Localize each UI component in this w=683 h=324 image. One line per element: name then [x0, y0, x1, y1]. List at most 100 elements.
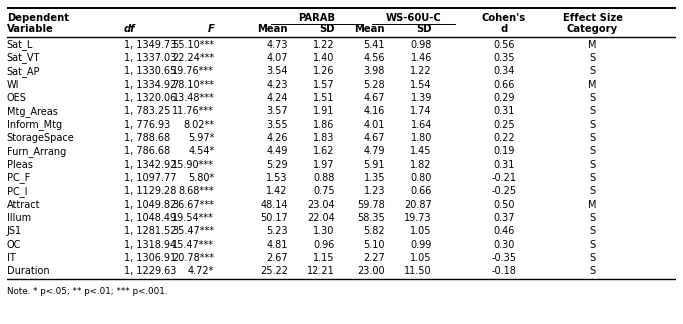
- Text: 1.45: 1.45: [410, 146, 432, 156]
- Text: 3.55: 3.55: [266, 120, 288, 130]
- Text: 1.83: 1.83: [313, 133, 335, 143]
- Text: S: S: [589, 240, 596, 250]
- Text: 0.29: 0.29: [493, 93, 514, 103]
- Text: 1.57: 1.57: [313, 80, 335, 90]
- Text: S: S: [589, 186, 596, 196]
- Text: PC_I: PC_I: [7, 186, 27, 197]
- Text: 1.30: 1.30: [313, 226, 335, 237]
- Text: 5.91: 5.91: [363, 160, 385, 170]
- Text: 0.46: 0.46: [493, 226, 514, 237]
- Text: 1.15: 1.15: [313, 253, 335, 263]
- Text: 1.64: 1.64: [410, 120, 432, 130]
- Text: -0.25: -0.25: [491, 186, 516, 196]
- Text: 1.80: 1.80: [410, 133, 432, 143]
- Text: Category: Category: [567, 24, 618, 34]
- Text: 0.80: 0.80: [410, 173, 432, 183]
- Text: 4.01: 4.01: [363, 120, 385, 130]
- Text: 1, 1229.63: 1, 1229.63: [124, 266, 176, 276]
- Text: 4.56: 4.56: [363, 53, 385, 63]
- Text: 78.10***: 78.10***: [172, 80, 214, 90]
- Text: 15.90***: 15.90***: [172, 160, 214, 170]
- Text: 1.91: 1.91: [313, 106, 335, 116]
- Text: WI: WI: [7, 80, 19, 90]
- Text: 3.98: 3.98: [363, 66, 385, 76]
- Text: 2.27: 2.27: [363, 253, 385, 263]
- Text: 4.16: 4.16: [363, 106, 385, 116]
- Text: 0.66: 0.66: [410, 186, 432, 196]
- Text: 35.47***: 35.47***: [172, 226, 214, 237]
- Text: 1.86: 1.86: [313, 120, 335, 130]
- Text: 1.22: 1.22: [313, 40, 335, 50]
- Text: 1.53: 1.53: [266, 173, 288, 183]
- Text: 19.76***: 19.76***: [172, 66, 214, 76]
- Text: 1.05: 1.05: [410, 253, 432, 263]
- Text: 50.17: 50.17: [260, 213, 288, 223]
- Text: S: S: [589, 266, 596, 276]
- Text: 4.79: 4.79: [363, 146, 385, 156]
- Text: 1, 1330.65: 1, 1330.65: [124, 66, 176, 76]
- Text: 3.54: 3.54: [266, 66, 288, 76]
- Text: 1.22: 1.22: [410, 66, 432, 76]
- Text: 5.97*: 5.97*: [188, 133, 214, 143]
- Text: Mean: Mean: [257, 24, 288, 34]
- Text: Note. * p<.05; ** p<.01; *** p<.001.: Note. * p<.05; ** p<.01; *** p<.001.: [7, 287, 167, 296]
- Text: 0.31: 0.31: [493, 106, 514, 116]
- Text: Variable: Variable: [7, 24, 53, 34]
- Text: 2.67: 2.67: [266, 253, 288, 263]
- Text: 0.96: 0.96: [313, 240, 335, 250]
- Text: M: M: [588, 40, 597, 50]
- Text: 1.51: 1.51: [313, 93, 335, 103]
- Text: 1.62: 1.62: [313, 146, 335, 156]
- Text: S: S: [589, 253, 596, 263]
- Text: 0.75: 0.75: [313, 186, 335, 196]
- Text: PC_F: PC_F: [7, 173, 30, 183]
- Text: 1.46: 1.46: [410, 53, 432, 63]
- Text: Attract: Attract: [7, 200, 40, 210]
- Text: d: d: [500, 24, 507, 34]
- Text: S: S: [589, 133, 596, 143]
- Text: OES: OES: [7, 93, 27, 103]
- Text: Sat_L: Sat_L: [7, 39, 33, 50]
- Text: 1.82: 1.82: [410, 160, 432, 170]
- Text: S: S: [589, 106, 596, 116]
- Text: 20.87: 20.87: [404, 200, 432, 210]
- Text: 4.24: 4.24: [266, 93, 288, 103]
- Text: Inform_Mtg: Inform_Mtg: [7, 119, 62, 130]
- Text: 22.24***: 22.24***: [172, 53, 214, 63]
- Text: -0.21: -0.21: [491, 173, 516, 183]
- Text: 1, 788.68: 1, 788.68: [124, 133, 170, 143]
- Text: Dependent: Dependent: [7, 13, 69, 23]
- Text: 0.98: 0.98: [410, 40, 432, 50]
- Text: WS-60U-C: WS-60U-C: [386, 13, 441, 23]
- Text: 1, 783.25: 1, 783.25: [124, 106, 170, 116]
- Text: 0.22: 0.22: [493, 133, 514, 143]
- Text: 1, 1129.28: 1, 1129.28: [124, 186, 176, 196]
- Text: 4.67: 4.67: [363, 93, 385, 103]
- Text: 8.68***: 8.68***: [179, 186, 214, 196]
- Text: 12.21: 12.21: [307, 266, 335, 276]
- Text: 1.54: 1.54: [410, 80, 432, 90]
- Text: 1.74: 1.74: [410, 106, 432, 116]
- Text: 59.78: 59.78: [357, 200, 385, 210]
- Text: 36.67***: 36.67***: [172, 200, 214, 210]
- Text: 11.50: 11.50: [404, 266, 432, 276]
- Text: 1, 1320.06: 1, 1320.06: [124, 93, 176, 103]
- Text: Pleas: Pleas: [7, 160, 33, 170]
- Text: Cohen's: Cohen's: [482, 13, 526, 23]
- Text: 5.28: 5.28: [363, 80, 385, 90]
- Text: 5.10: 5.10: [363, 240, 385, 250]
- Text: 15.47***: 15.47***: [172, 240, 214, 250]
- Text: 1, 1342.92: 1, 1342.92: [124, 160, 176, 170]
- Text: 4.54*: 4.54*: [188, 146, 214, 156]
- Text: 20.78***: 20.78***: [172, 253, 214, 263]
- Text: Duration: Duration: [7, 266, 49, 276]
- Text: 0.66: 0.66: [493, 80, 514, 90]
- Text: 1, 786.68: 1, 786.68: [124, 146, 170, 156]
- Text: 3.57: 3.57: [266, 106, 288, 116]
- Text: 23.00: 23.00: [357, 266, 385, 276]
- Text: 1, 1334.92: 1, 1334.92: [124, 80, 176, 90]
- Text: Effect Size: Effect Size: [563, 13, 622, 23]
- Text: M: M: [588, 200, 597, 210]
- Text: Sat_AP: Sat_AP: [7, 66, 40, 77]
- Text: 0.34: 0.34: [493, 66, 514, 76]
